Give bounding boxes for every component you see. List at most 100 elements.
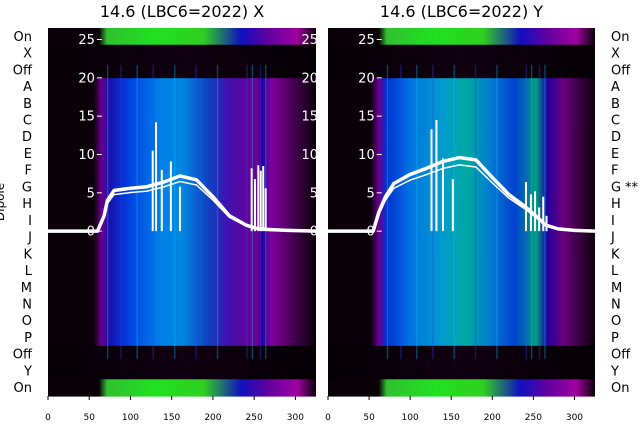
heatmap-row — [48, 228, 316, 247]
heatmap-row — [328, 295, 595, 313]
heatmap-streak — [246, 64, 248, 360]
heatmap-row — [328, 111, 595, 129]
heatmap-streak — [106, 64, 109, 360]
row-label: P — [24, 331, 32, 346]
heatmap-streak — [400, 64, 402, 360]
x-tick-label: 150 — [163, 413, 180, 423]
overlay-y-tick-label-right: 25 — [301, 33, 318, 48]
row-label: X — [611, 47, 620, 62]
heatmap-row — [48, 278, 316, 297]
row-label: F — [611, 164, 618, 179]
heatmap-row — [328, 61, 595, 79]
heatmap-row — [328, 128, 595, 146]
row-label: B — [23, 97, 32, 112]
row-label: Y — [23, 364, 32, 379]
x-tick-label: 0 — [45, 413, 51, 423]
heatmap-streak — [474, 64, 477, 360]
x-tick-label: 200 — [204, 413, 221, 423]
row-label: L — [25, 264, 33, 279]
heatmap-row — [328, 161, 595, 180]
heatmap-streak — [496, 64, 498, 360]
heatmap-row — [328, 212, 595, 230]
heatmap-row — [328, 345, 595, 364]
row-label: F — [25, 164, 32, 179]
row-label: O — [22, 314, 32, 329]
heatmap-streak — [173, 64, 176, 360]
overlay-y-tick-label-right: 5 — [310, 186, 318, 201]
overlay-y-tick-label: 10 — [358, 148, 375, 163]
heatmap-row — [328, 245, 595, 263]
overlay-y-tick-label: 5 — [87, 186, 95, 201]
heatmap-row — [328, 278, 595, 297]
heatmap-row — [48, 128, 316, 146]
row-label: H — [611, 197, 621, 212]
row-label: A — [23, 80, 32, 95]
overlay-y-tick-label: 5 — [366, 186, 374, 201]
overlay-y-tick-label-right: 0 — [310, 225, 318, 240]
row-label: K — [23, 247, 32, 262]
y-axis-label: Dipole — [0, 183, 7, 221]
overlay-y-tick-label-right: 20 — [301, 71, 318, 86]
heatmap-row — [328, 44, 595, 63]
heatmap-row — [328, 94, 595, 113]
heatmap-streak — [544, 64, 546, 360]
row-label: E — [611, 147, 619, 162]
x-tick-label: 100 — [402, 413, 419, 423]
heatmap-row — [328, 379, 595, 397]
x-tick-label: 250 — [525, 413, 542, 423]
overlay-y-tick-label-right: 10 — [301, 148, 318, 163]
heatmap-row — [48, 94, 316, 113]
row-label: X — [23, 47, 32, 62]
row-label: Off — [611, 348, 631, 363]
row-label: On — [14, 381, 32, 396]
row-label: Y — [610, 364, 619, 379]
heatmap-row — [328, 145, 595, 163]
row-label: J — [27, 231, 32, 246]
heatmap-streak — [416, 64, 418, 360]
row-label: Off — [13, 63, 33, 78]
row-label: I — [611, 214, 615, 229]
x-tick-label: 300 — [566, 413, 583, 423]
heatmap-streak — [195, 64, 197, 360]
x-tick-label: 0 — [325, 413, 331, 423]
heatmap-streak — [216, 64, 219, 360]
row-label: H — [22, 197, 32, 212]
heatmap-row — [48, 345, 316, 364]
heatmap-row — [48, 28, 316, 46]
heatmap-row — [48, 195, 316, 213]
row-label: P — [611, 331, 619, 346]
x-tick-label: 100 — [122, 413, 139, 423]
row-label: Off — [13, 348, 33, 363]
row-label: K — [611, 247, 620, 262]
heatmap-row — [48, 145, 316, 163]
overlay-y-tick-label: 0 — [87, 225, 95, 240]
heatmap-streak — [432, 64, 434, 360]
row-label: C — [611, 114, 620, 129]
overlay-y-tick-label: 0 — [366, 225, 374, 240]
heatmap-row — [48, 329, 316, 347]
heatmap-row — [48, 61, 316, 79]
x-tick-label: 250 — [246, 413, 263, 423]
heatmap-row — [328, 78, 595, 96]
row-label: On — [14, 30, 32, 45]
heatmap-row — [48, 362, 316, 380]
overlay-y-tick-label-right: 15 — [301, 110, 318, 125]
overlay-y-tick-label: 25 — [78, 33, 95, 48]
row-label: On — [611, 381, 629, 396]
heatmap-streak — [453, 64, 455, 360]
heatmap-streak — [386, 64, 389, 360]
row-label: N — [611, 298, 621, 313]
row-label: Off — [611, 63, 631, 78]
chart-title: 14.6 (LBC6=2022) Y — [380, 2, 543, 21]
row-label: M — [611, 281, 622, 296]
row-annotation: ** — [625, 180, 639, 195]
heatmap-streak — [120, 64, 122, 360]
heatmap-row — [328, 262, 595, 280]
row-label: J — [610, 231, 615, 246]
heatmap-row — [48, 312, 316, 330]
row-label: B — [611, 97, 620, 112]
heatmap-row — [48, 379, 316, 397]
row-label: G — [22, 180, 32, 195]
